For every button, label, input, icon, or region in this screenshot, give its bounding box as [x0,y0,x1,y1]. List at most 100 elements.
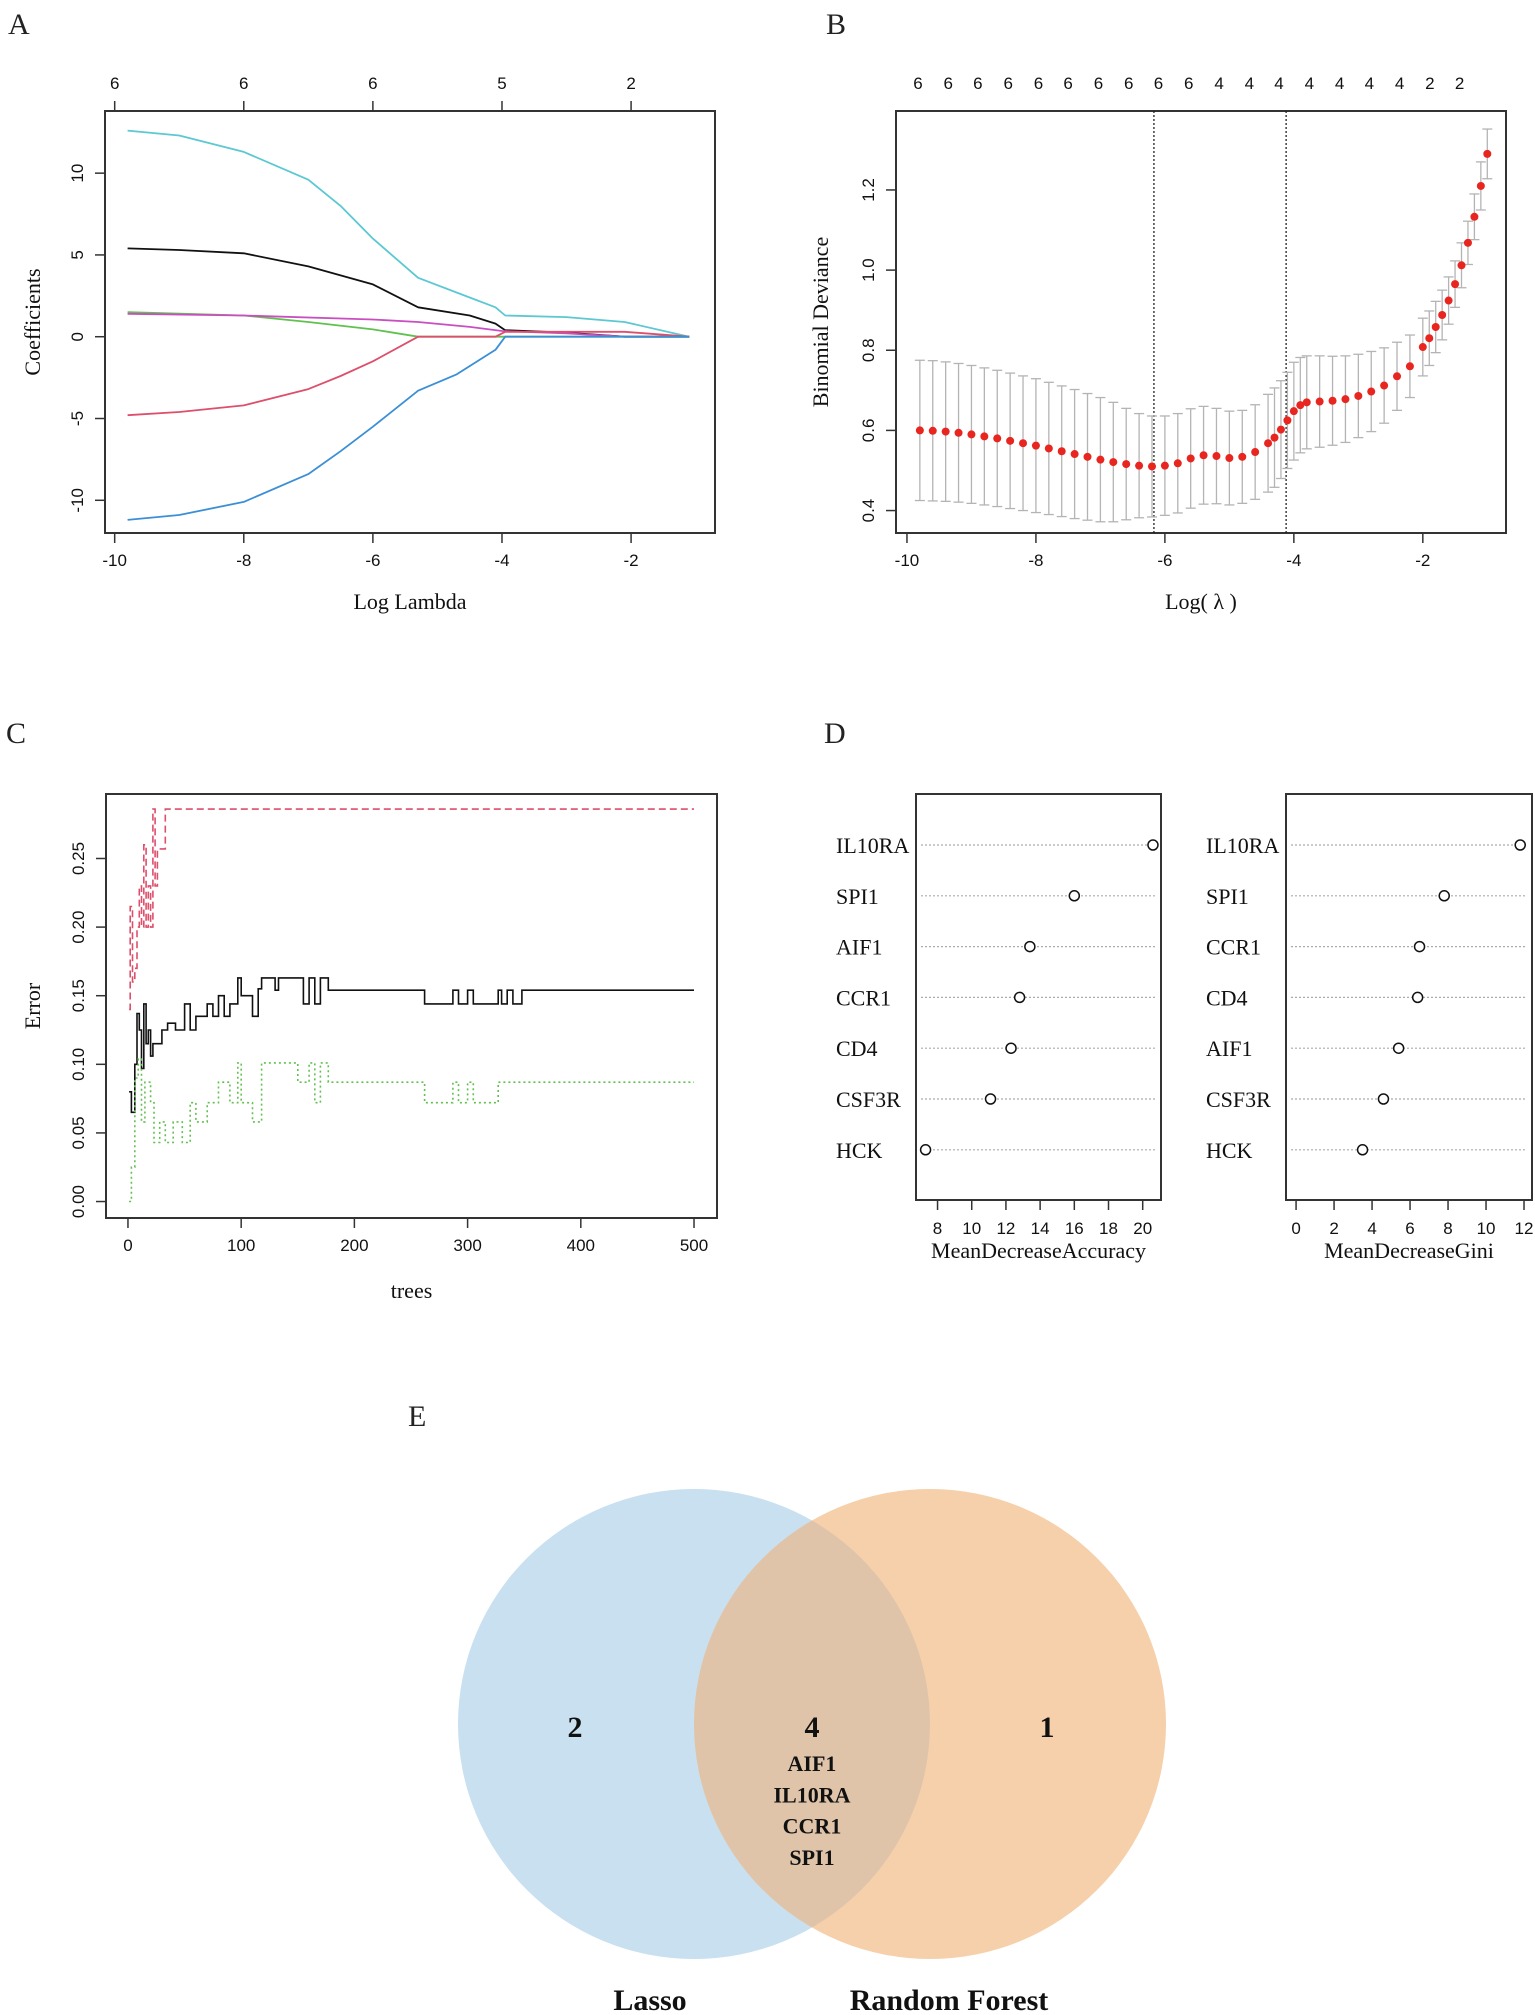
y-axis-title: Coefficients [20,268,45,375]
deviance-point [1276,425,1285,434]
importance-point [1013,991,1026,1004]
deviance-point [1431,323,1440,332]
plot-box [104,110,716,534]
importance-point [1377,1093,1390,1105]
x-tick-label: 14 [1031,1219,1050,1238]
deviance-point [1096,455,1105,464]
x-tick-label: 0 [123,1236,132,1255]
deviance-point [967,430,976,439]
x-tick-label: 500 [680,1236,708,1255]
y-tick-label: 0 [68,332,87,341]
x-tick-label: 0 [1291,1219,1300,1238]
deviance-point [1457,261,1466,270]
deviance-point [1212,452,1221,461]
deviance-point [1147,462,1156,471]
venn-set-label-random-forest: Random Forest [850,1984,1049,2015]
top-axis-label: 4 [1214,74,1223,93]
gene-label: IL10RA [836,833,909,858]
deviance-point [1199,451,1208,460]
x-tick-label: -8 [1028,551,1043,570]
deviance-point [1418,343,1427,352]
importance-point [1068,890,1081,902]
x-axis-title: Log( λ ) [1165,589,1237,614]
importance-point [1514,839,1526,851]
venn-count-lasso-only: 2 [568,1711,583,1744]
y-tick-label: 0.25 [69,842,88,875]
x-tick-label: -4 [494,551,509,570]
x-axis-title: Log Lambda [353,589,466,614]
x-tick-label: -4 [1286,551,1301,570]
deviance-point [1444,296,1453,305]
x-tick-label: 2 [1329,1219,1338,1238]
y-tick-label: 10 [68,164,87,183]
top-axis-label: 2 [1455,74,1464,93]
gene-label: SPI1 [836,884,879,909]
venn-gene: SPI1 [789,1845,834,1870]
y-tick-label: 1.0 [859,258,878,282]
top-axis-label: 4 [1245,74,1254,93]
panel-e-venn: 2 4 1 AIF1 IL10RA CCR1 SPI1 Lasso Random Forest [458,1489,1166,2015]
coefficient-path-cyan [127,129,690,338]
deviance-point [1122,460,1131,469]
deviance-point [1238,452,1247,461]
x-tick-label: 10 [1477,1219,1496,1238]
deviance-point [1315,397,1324,406]
top-axis-label: 6 [1094,74,1103,93]
x-tick-label: 12 [1515,1219,1534,1238]
y-tick-label: 5 [68,250,87,259]
error-series-class-1 [129,808,694,1011]
gene-label: CCR1 [1206,935,1261,960]
error-series-class-2 [129,1058,694,1203]
top-axis-label: 4 [1274,74,1283,93]
coefficient-path-magenta [127,312,690,338]
x-tick-label: -10 [895,551,920,570]
y-axis-title: Binomial Deviance [808,237,833,407]
top-axis-label: 5 [497,74,506,93]
deviance-point [1354,391,1363,400]
top-axis-label: 6 [913,74,922,93]
y-tick-label: 0.00 [69,1185,88,1218]
deviance-point [1083,452,1092,461]
x-tick-label: 18 [1099,1219,1118,1238]
gene-label: CSF3R [836,1087,901,1112]
importance-point [1356,1144,1369,1156]
deviance-point [1425,334,1434,343]
x-axis-title: MeanDecreaseGini [1324,1238,1494,1263]
x-tick-label: 400 [567,1236,595,1255]
deviance-point [1270,433,1279,442]
y-tick-label: 0.6 [859,419,878,443]
deviance-point [1367,387,1376,396]
importance-point [984,1093,997,1105]
gene-label: AIF1 [836,935,882,960]
venn-count-rf-only: 1 [1040,1711,1055,1744]
plot-box [895,110,1507,534]
coefficient-path-blue [127,335,690,521]
deviance-point [1302,398,1311,407]
top-axis-label: 6 [943,74,952,93]
plot-box [915,793,1162,1201]
deviance-point [1470,212,1479,221]
importance-point [1413,940,1426,953]
top-axis-label: 6 [1124,74,1133,93]
deviance-point [1451,280,1460,289]
top-axis-label: 6 [1154,74,1163,93]
top-axis-label: 4 [1305,74,1314,93]
importance-point [1147,839,1159,851]
deviance-point [1380,381,1389,390]
deviance-point [1186,454,1195,463]
deviance-point [1251,448,1260,457]
y-tick-label: 0.20 [69,911,88,944]
x-tick-label: 12 [996,1219,1015,1238]
deviance-point [1264,439,1273,448]
top-axis-label: 2 [1425,74,1434,93]
x-tick-label: 4 [1367,1219,1376,1238]
top-axis-label: 6 [1034,74,1043,93]
deviance-point [1070,450,1079,459]
x-tick-label: -8 [236,551,251,570]
venn-gene: AIF1 [788,1751,837,1776]
deviance-point [1225,454,1234,463]
panel-a-lasso-coefficients: -10 -8 -6 -4 -2 -10 -5 0 5 10 6 6 6 5 2 Log Lambda Coeff… [20,74,716,614]
x-axis-title: trees [391,1278,433,1303]
x-tick-label: 20 [1133,1219,1152,1238]
coefficient-path-red [127,330,690,417]
